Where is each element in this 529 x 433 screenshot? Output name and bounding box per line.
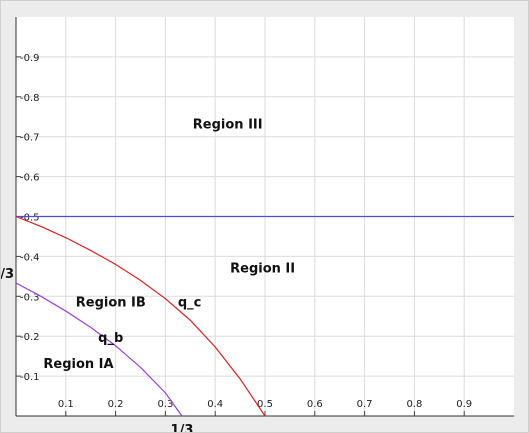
y-tick-label: -0.4	[20, 252, 40, 263]
x-tick-label: 0.6	[307, 399, 323, 410]
x-tick-label: 0.1	[58, 399, 74, 410]
axes: 0.1 0.2 0.3 0.4 0.5 0.6 0.7 0.8 0.9 -0.1 -0.2 -0.3 -…	[15, 17, 514, 417]
special-point-label: 1/3	[171, 423, 194, 432]
y-tick-label: -0.8	[20, 93, 40, 104]
labels-layer: q_c q_b Region III Region II Region IB Region…	[1, 118, 295, 432]
x-tick-label: 0.2	[108, 399, 124, 410]
series-line-3	[15, 282, 183, 417]
y-tick-label: -0.3	[20, 292, 40, 303]
special-point-label: 1/3	[1, 267, 14, 282]
y-tick-label: -0.7	[20, 133, 40, 144]
x-tick-label: 0.4	[207, 399, 223, 410]
series-line-2	[15, 215, 266, 417]
series-layer	[15, 215, 514, 417]
region-label: Region II	[230, 261, 295, 276]
y-tick-label: -0.2	[20, 332, 40, 343]
y-tick-label: -0.6	[20, 173, 40, 184]
curve-label: q_b	[98, 331, 123, 346]
curve-label: q_c	[178, 295, 202, 310]
y-tick-label: -0.1	[20, 372, 40, 383]
y-tick-label: -0.5	[20, 213, 40, 224]
x-tick-label: 0.8	[406, 399, 422, 410]
region-label: Region IA	[43, 357, 113, 372]
x-tick-label: 0.5	[257, 399, 273, 410]
region-label: Region IB	[76, 295, 146, 310]
y-tick-label: -0.9	[20, 53, 40, 64]
x-tick-label: 0.7	[357, 399, 373, 410]
x-tick-label: 0.9	[456, 399, 472, 410]
x-tick-label: 0.3	[157, 399, 173, 410]
region-label: Region III	[193, 118, 263, 133]
